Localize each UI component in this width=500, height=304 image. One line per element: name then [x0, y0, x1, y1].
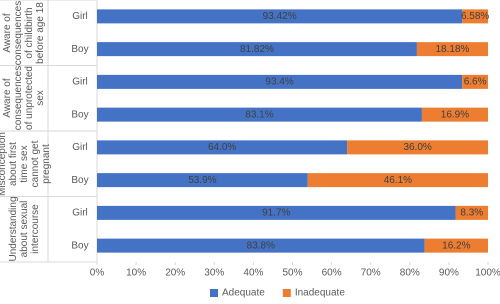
bar-segment	[455, 205, 488, 220]
x-tick-label: 20%	[165, 268, 185, 279]
bar-segment	[307, 173, 488, 188]
bar-segment	[97, 140, 348, 155]
bar-segment	[97, 107, 422, 122]
value-label: 93.4%	[265, 77, 293, 88]
category-label: Boy	[71, 175, 88, 186]
bar-segment	[97, 205, 456, 220]
value-label: 81.82%	[240, 44, 274, 55]
bar-segment	[97, 9, 463, 24]
legend-swatch	[210, 289, 218, 297]
legend-label: Adequate	[222, 288, 265, 299]
x-tick-label: 90%	[439, 268, 459, 279]
category-label: Girl	[72, 142, 88, 153]
category-label: Girl	[72, 208, 88, 219]
bar-segment	[97, 42, 417, 57]
x-tick-label: 50%	[282, 268, 302, 279]
legend-label: Inadequate	[295, 288, 345, 299]
group-label: Aware of consequences of childbirth befo…	[2, 0, 46, 66]
x-tick-label: 10%	[126, 268, 146, 279]
x-tick-label: 60%	[322, 268, 342, 279]
x-tick-label: 70%	[361, 268, 381, 279]
value-label: 64.0%	[208, 142, 236, 153]
x-tick-label: 80%	[400, 268, 420, 279]
bar-segment	[97, 173, 308, 188]
x-tick-label: 0%	[90, 268, 105, 279]
group-label: Aware of consequences of unprotected sex	[2, 66, 46, 131]
bar-segment	[462, 9, 488, 24]
value-label: 8.3%	[460, 208, 483, 219]
bar-segment	[97, 238, 425, 253]
value-label: 36.0%	[403, 142, 431, 153]
category-label: Girl	[72, 11, 88, 22]
category-label: Boy	[71, 44, 88, 55]
value-label: 46.1%	[384, 175, 412, 186]
bar-segment	[416, 42, 488, 57]
category-label: Boy	[71, 240, 88, 251]
value-label: 83.8%	[247, 240, 275, 251]
value-label: 91.7%	[262, 208, 290, 219]
bar-segment	[421, 107, 488, 122]
category-label: Girl	[72, 77, 88, 88]
value-label: 18.18%	[435, 44, 469, 55]
value-label: 16.9%	[441, 109, 469, 120]
bar-segment	[424, 238, 488, 253]
x-tick-label: 40%	[243, 268, 263, 279]
legend-swatch	[282, 289, 291, 297]
value-label: 53.9%	[188, 175, 216, 186]
category-label: Boy	[71, 109, 88, 120]
group-label: Misconception about first time sex canno…	[0, 131, 52, 196]
x-tick-label: 100%	[475, 268, 500, 279]
bar-segment	[97, 74, 463, 89]
x-tick-label: 30%	[204, 268, 224, 279]
value-label: 83.1%	[245, 109, 273, 120]
value-label: 16.2%	[442, 240, 470, 251]
bar-segment	[347, 140, 488, 155]
value-label: 93.42%	[263, 11, 297, 22]
bar-segment	[462, 74, 488, 89]
group-label: Understanding about sexual intercourse	[7, 196, 41, 262]
value-label: 6.6%	[464, 77, 487, 88]
value-label: 6.58%	[461, 11, 489, 22]
